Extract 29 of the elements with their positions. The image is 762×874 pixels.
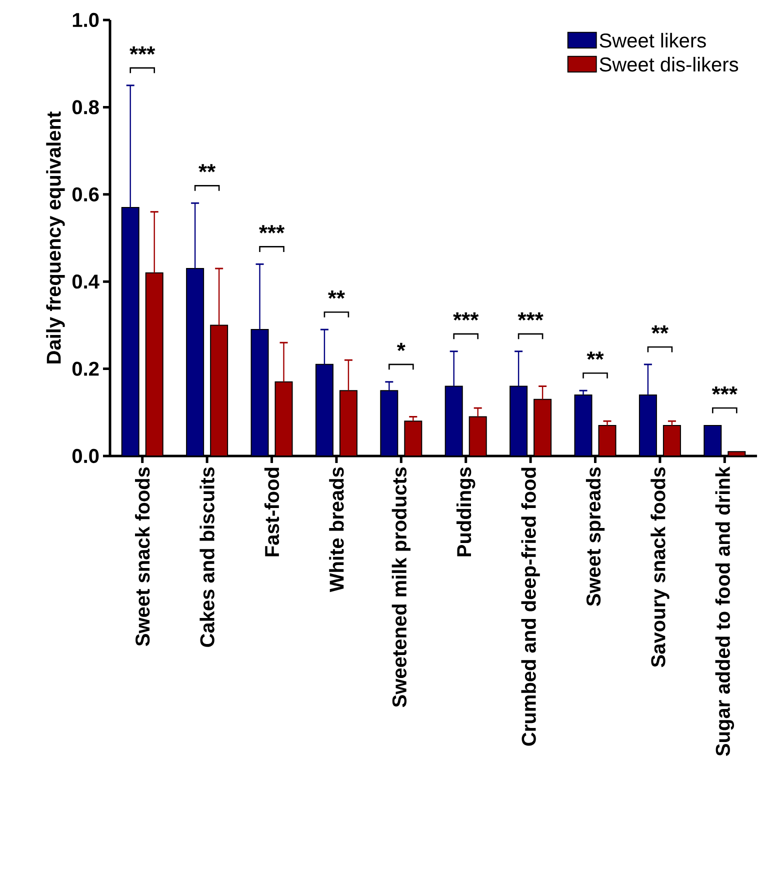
- annotation: ***: [130, 46, 156, 55]
- y-tick-label: 0.6: [72, 187, 99, 202]
- x-tick-label: Fast-food: [264, 468, 280, 556]
- x-tick-label: Crumbed and deep-fried food: [521, 468, 540, 746]
- annotation: ***: [258, 225, 285, 234]
- annotation: ***: [453, 312, 479, 321]
- y-tick-label: 0.4: [72, 274, 100, 289]
- y-axis-title: Daily frequency equivalent: [46, 112, 65, 364]
- annotation: ***: [712, 386, 738, 395]
- annotation: **: [198, 164, 216, 172]
- x-tick-label: Cakes and biscuits: [200, 467, 214, 647]
- y-tick-label: 0.8: [72, 100, 99, 114]
- x-tick-label: Sugar added to food and drink: [715, 466, 734, 756]
- annotation: ***: [518, 312, 544, 321]
- x-tick-label: Puddings: [456, 467, 476, 556]
- y-tick-label: 0.2: [72, 362, 99, 376]
- x-tick-label: Sweet snack foods: [135, 467, 150, 646]
- annotation: **: [328, 290, 345, 299]
- legend-label: Sweet dis-likers: [600, 56, 738, 72]
- annotation: **: [586, 352, 604, 360]
- x-tick-label: Sweet spreads: [586, 467, 605, 606]
- legend-label: Sweet likers: [600, 32, 706, 48]
- annotation: **: [651, 325, 669, 334]
- annotation: *: [396, 342, 406, 352]
- x-tick-label: Sweetened milk products: [392, 467, 410, 708]
- x-tick-label: White breads: [329, 467, 344, 592]
- y-tick-label: 0.0: [72, 448, 99, 464]
- x-tick-label: Savoury snack foods: [650, 467, 670, 668]
- y-tick-label: 1.0: [72, 12, 99, 28]
